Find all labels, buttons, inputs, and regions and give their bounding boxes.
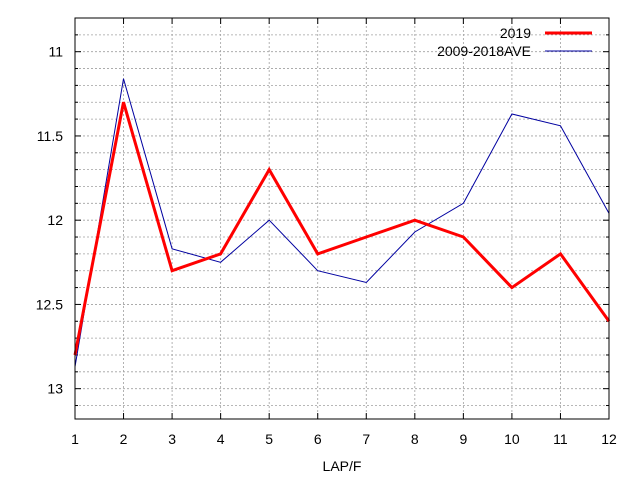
series-lines	[73, 78, 611, 367]
x-tick-label: 6	[314, 431, 322, 447]
y-tick-label: 12.5	[36, 296, 63, 312]
x-tick-label: 9	[459, 431, 467, 447]
series-line-2019	[73, 101, 611, 356]
legend: 2019 2009-2018AVE	[437, 25, 592, 59]
x-tick-label: 5	[265, 431, 273, 447]
legend-label: 2019	[500, 25, 531, 41]
x-axis-label: LAP/F	[323, 458, 362, 474]
x-tick-label: 3	[168, 431, 176, 447]
series-line-average	[74, 78, 610, 367]
x-tick-label: 12	[601, 431, 617, 447]
x-tick-label: 11	[553, 431, 568, 447]
y-tick-label: 11.5	[37, 128, 63, 144]
plot-frame	[74, 17, 610, 420]
x-tick-label: 1	[71, 431, 79, 447]
x-tick-label: 2	[120, 431, 128, 447]
x-tick-label: 4	[217, 431, 225, 447]
legend-label: 2009-2018AVE	[437, 43, 531, 59]
y-tick-label: 12	[47, 212, 63, 228]
y-tick-label: 11	[48, 44, 63, 60]
x-tick-label: 10	[504, 431, 520, 447]
x-tick-label: 8	[411, 431, 419, 447]
grid	[75, 17, 609, 419]
x-tick-label: 7	[362, 431, 370, 447]
y-tick-label: 13	[47, 381, 63, 397]
